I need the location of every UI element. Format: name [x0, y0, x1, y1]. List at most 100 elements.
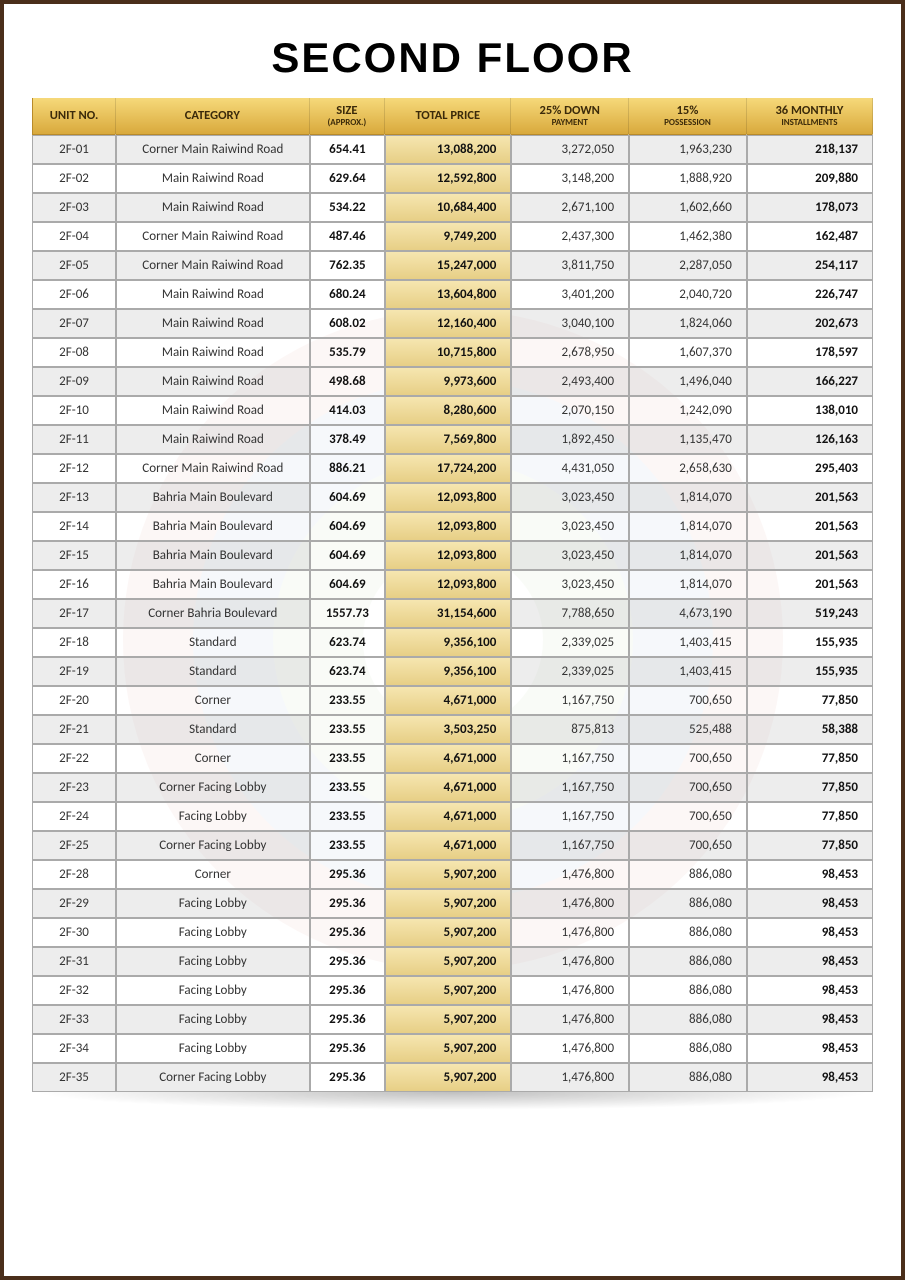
cell-installments: 138,010: [747, 396, 873, 425]
cell-unit: 2F-24: [32, 802, 116, 831]
cell-category: Corner Facing Lobby: [116, 1063, 309, 1092]
cell-price: 4,671,000: [385, 831, 511, 860]
cell-possession: 886,080: [629, 889, 747, 918]
table-row: 2F-08Main Raiwind Road535.7910,715,8002,…: [32, 338, 873, 367]
cell-installments: 98,453: [747, 976, 873, 1005]
cell-category: Main Raiwind Road: [116, 396, 309, 425]
cell-possession: 700,650: [629, 831, 747, 860]
cell-size: 604.69: [310, 541, 386, 570]
cell-installments: 201,563: [747, 570, 873, 599]
cell-possession: 1,496,040: [629, 367, 747, 396]
cell-possession: 1,607,370: [629, 338, 747, 367]
cell-down: 3,023,450: [511, 570, 629, 599]
cell-installments: 155,935: [747, 657, 873, 686]
cell-possession: 886,080: [629, 976, 747, 1005]
cell-down: 1,167,750: [511, 773, 629, 802]
cell-installments: 77,850: [747, 744, 873, 773]
cell-category: Standard: [116, 715, 309, 744]
table-row: 2F-17Corner Bahria Boulevard1557.7331,15…: [32, 599, 873, 628]
cell-unit: 2F-02: [32, 164, 116, 193]
cell-possession: 886,080: [629, 947, 747, 976]
cell-size: 233.55: [310, 773, 386, 802]
cell-down: 2,070,150: [511, 396, 629, 425]
cell-possession: 700,650: [629, 744, 747, 773]
cell-price: 5,907,200: [385, 976, 511, 1005]
cell-possession: 1,963,230: [629, 135, 747, 164]
cell-possession: 1,135,470: [629, 425, 747, 454]
cell-unit: 2F-32: [32, 976, 116, 1005]
cell-down: 1,476,800: [511, 947, 629, 976]
table-row: 2F-35Corner Facing Lobby295.365,907,2001…: [32, 1063, 873, 1092]
cell-category: Facing Lobby: [116, 947, 309, 976]
cell-possession: 1,814,070: [629, 541, 747, 570]
cell-size: 414.03: [310, 396, 386, 425]
cell-size: 295.36: [310, 889, 386, 918]
col-header-installments: 36 MONTHLYINSTALLMENTS: [747, 98, 873, 135]
cell-unit: 2F-14: [32, 512, 116, 541]
cell-possession: 4,673,190: [629, 599, 747, 628]
cell-down: 1,476,800: [511, 918, 629, 947]
cell-category: Corner Bahria Boulevard: [116, 599, 309, 628]
cell-category: Bahria Main Boulevard: [116, 541, 309, 570]
cell-down: 3,023,450: [511, 512, 629, 541]
cell-installments: 162,487: [747, 222, 873, 251]
cell-category: Main Raiwind Road: [116, 338, 309, 367]
col-header-size: SIZE(APPROX.): [310, 98, 386, 135]
cell-unit: 2F-04: [32, 222, 116, 251]
page-title: SECOND FLOOR: [32, 34, 873, 82]
cell-down: 1,167,750: [511, 686, 629, 715]
cell-possession: 1,462,380: [629, 222, 747, 251]
table-row: 2F-31Facing Lobby295.365,907,2001,476,80…: [32, 947, 873, 976]
cell-category: Corner Main Raiwind Road: [116, 454, 309, 483]
cell-possession: 700,650: [629, 773, 747, 802]
table-row: 2F-13Bahria Main Boulevard604.6912,093,8…: [32, 483, 873, 512]
cell-down: 3,148,200: [511, 164, 629, 193]
cell-category: Facing Lobby: [116, 802, 309, 831]
cell-installments: 201,563: [747, 483, 873, 512]
cell-unit: 2F-33: [32, 1005, 116, 1034]
cell-size: 608.02: [310, 309, 386, 338]
cell-price: 12,093,800: [385, 541, 511, 570]
cell-unit: 2F-20: [32, 686, 116, 715]
cell-installments: 178,597: [747, 338, 873, 367]
cell-down: 3,811,750: [511, 251, 629, 280]
cell-category: Corner: [116, 744, 309, 773]
cell-installments: 202,673: [747, 309, 873, 338]
cell-installments: 519,243: [747, 599, 873, 628]
cell-size: 233.55: [310, 715, 386, 744]
table-row: 2F-16Bahria Main Boulevard604.6912,093,8…: [32, 570, 873, 599]
table-header: UNIT NO. CATEGORY SIZE(APPROX.) TOTAL PR…: [32, 98, 873, 135]
table-row: 2F-10Main Raiwind Road414.038,280,6002,0…: [32, 396, 873, 425]
cell-price: 5,907,200: [385, 1005, 511, 1034]
cell-installments: 201,563: [747, 541, 873, 570]
cell-down: 1,476,800: [511, 889, 629, 918]
cell-category: Main Raiwind Road: [116, 425, 309, 454]
table-row: 2F-04Corner Main Raiwind Road487.469,749…: [32, 222, 873, 251]
cell-down: 1,476,800: [511, 1034, 629, 1063]
cell-price: 9,356,100: [385, 657, 511, 686]
cell-price: 3,503,250: [385, 715, 511, 744]
cell-category: Corner: [116, 686, 309, 715]
cell-size: 604.69: [310, 512, 386, 541]
cell-price: 12,093,800: [385, 483, 511, 512]
cell-category: Corner Main Raiwind Road: [116, 251, 309, 280]
cell-installments: 77,850: [747, 831, 873, 860]
table-row: 2F-07Main Raiwind Road608.0212,160,4003,…: [32, 309, 873, 338]
cell-unit: 2F-08: [32, 338, 116, 367]
cell-possession: 700,650: [629, 686, 747, 715]
cell-price: 15,247,000: [385, 251, 511, 280]
cell-category: Bahria Main Boulevard: [116, 570, 309, 599]
cell-price: 5,907,200: [385, 1034, 511, 1063]
table-row: 2F-14Bahria Main Boulevard604.6912,093,8…: [32, 512, 873, 541]
cell-installments: 77,850: [747, 773, 873, 802]
cell-price: 12,592,800: [385, 164, 511, 193]
cell-down: 2,671,100: [511, 193, 629, 222]
cell-category: Facing Lobby: [116, 1034, 309, 1063]
cell-category: Bahria Main Boulevard: [116, 512, 309, 541]
cell-installments: 98,453: [747, 1063, 873, 1092]
cell-size: 295.36: [310, 860, 386, 889]
cell-unit: 2F-10: [32, 396, 116, 425]
cell-size: 498.68: [310, 367, 386, 396]
col-header-category: CATEGORY: [116, 98, 309, 135]
table-row: 2F-29Facing Lobby295.365,907,2001,476,80…: [32, 889, 873, 918]
